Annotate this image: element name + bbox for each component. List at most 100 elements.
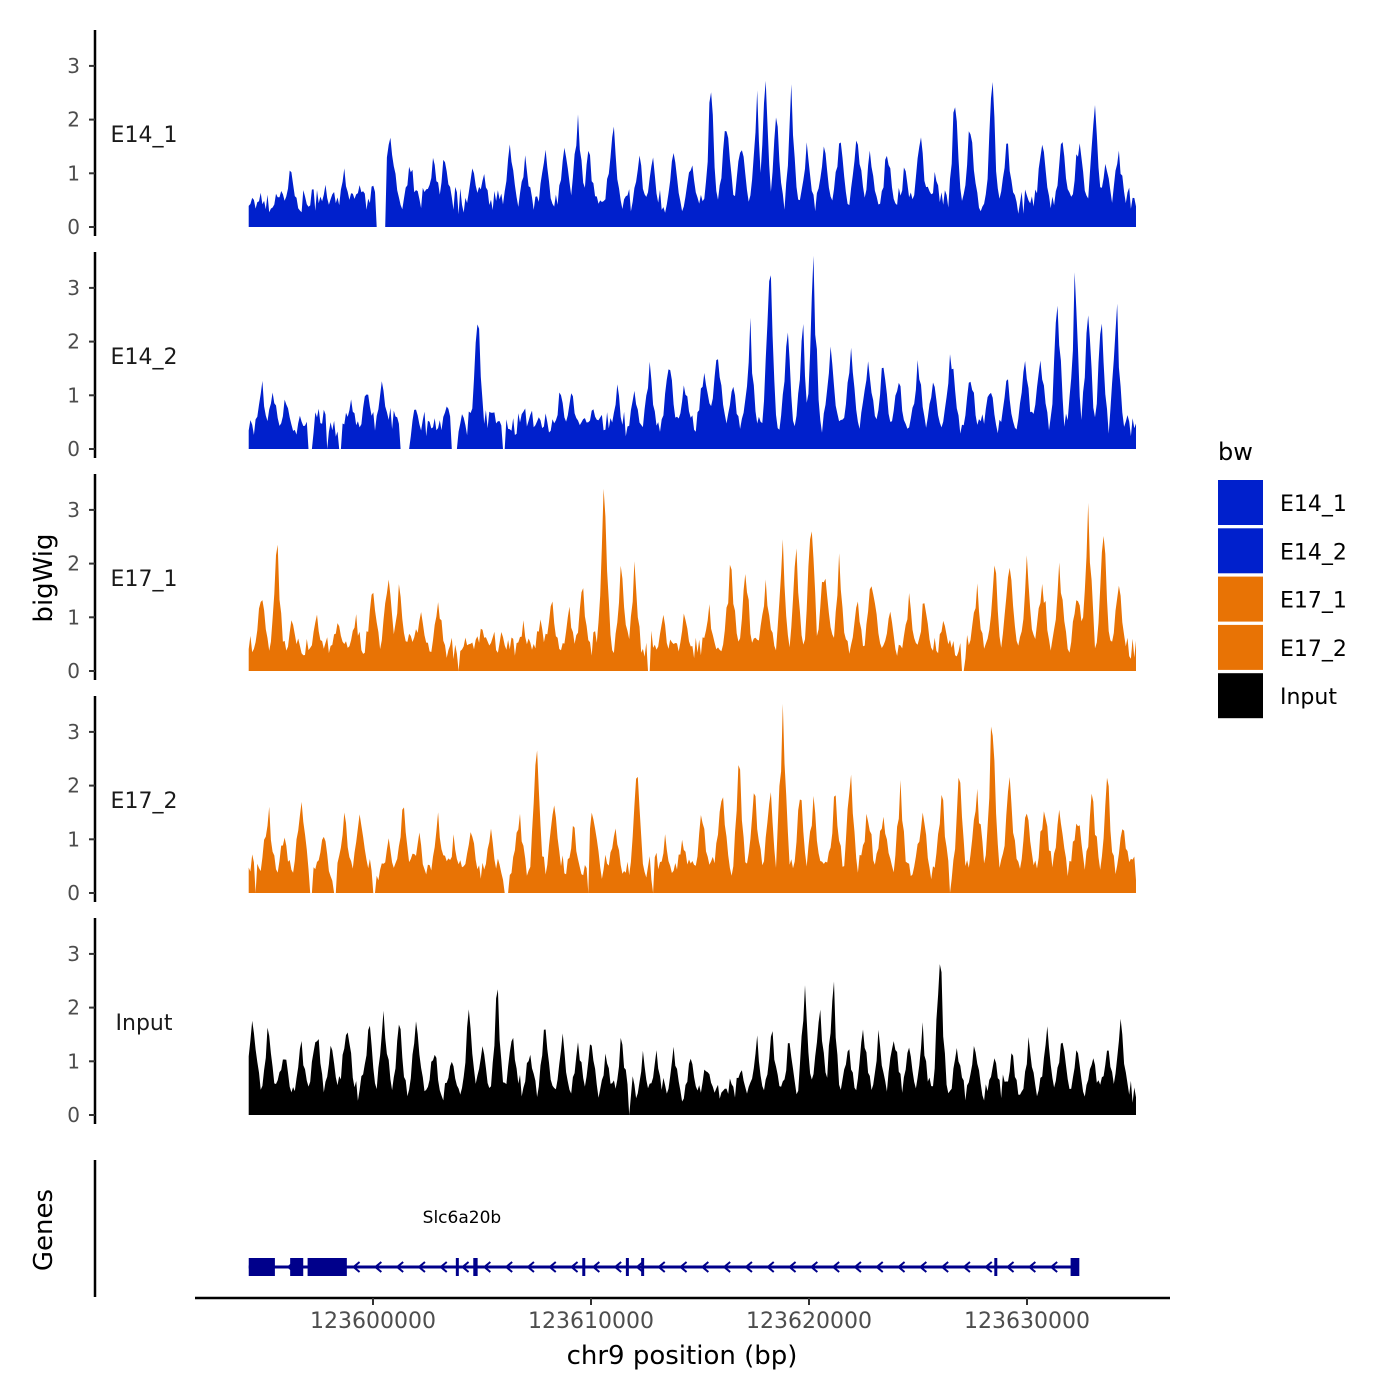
x-axis-title: chr9 position (bp) — [567, 1341, 798, 1371]
y-tick-label: 1 — [67, 1049, 80, 1073]
strand-arrow — [591, 1261, 601, 1273]
strand-arrow — [351, 1261, 361, 1273]
strand-arrow — [1027, 1261, 1037, 1273]
legend-label: E17_1 — [1280, 589, 1347, 614]
track-e14-1: 0 1 2 3 E14_1 — [67, 30, 1136, 239]
x-tick-label: 123630000 — [964, 1309, 1090, 1334]
y-tick-label: 3 — [67, 54, 80, 78]
gene-exon — [1070, 1258, 1080, 1276]
strand-arrow — [700, 1261, 710, 1273]
strand-arrow — [831, 1261, 840, 1273]
gene-exon — [455, 1258, 459, 1276]
strand-arrow — [896, 1261, 906, 1273]
track-label: Input — [116, 1011, 173, 1036]
track-label: E17_1 — [111, 567, 178, 592]
y-tick-label: 3 — [67, 498, 80, 522]
y-tick-label: 3 — [67, 720, 80, 744]
strand-arrow — [482, 1261, 492, 1273]
track-e14-2: 0 1 2 3 E14_2 — [67, 252, 1136, 461]
strand-arrow — [853, 1261, 862, 1273]
gene-exon — [307, 1258, 347, 1276]
y-tick-label: 3 — [67, 942, 80, 966]
gene-exon — [582, 1258, 586, 1276]
x-tick-label: 123620000 — [746, 1309, 872, 1334]
y-tick-label: 0 — [67, 215, 80, 239]
signal-area-input — [248, 964, 1136, 1115]
strand-arrow — [875, 1261, 884, 1273]
tracks-layer: 0 1 2 3 E14_1 0 1 2 3 E14_2 0 1 2 3 E17_1 0 1 2 3 E17_2 0 1 2 3… — [67, 30, 1136, 1127]
gene-exon — [248, 1258, 275, 1276]
legend-label: E17_2 — [1280, 637, 1347, 662]
genes-axis-title: Genes — [29, 1189, 59, 1271]
legend-swatch — [1218, 480, 1263, 525]
gene-exon — [625, 1258, 629, 1276]
strand-arrow — [613, 1261, 622, 1273]
strand-arrow — [373, 1261, 383, 1273]
x-ticks: 123600000 123610000 123620000 123630000 — [310, 1298, 1090, 1334]
y-tick-label: 0 — [67, 1103, 80, 1127]
strand-arrow — [657, 1261, 666, 1273]
legend-label: E14_2 — [1280, 540, 1347, 565]
strand-arrow — [569, 1261, 579, 1273]
legend-label: E14_1 — [1280, 492, 1347, 517]
y-tick-label: 0 — [67, 437, 80, 461]
strand-arrow — [1005, 1261, 1015, 1273]
strand-arrow — [809, 1261, 819, 1273]
y-tick-label: 0 — [67, 659, 80, 683]
strand-arrow — [984, 1261, 993, 1273]
strand-arrow — [940, 1261, 949, 1273]
y-tick-label: 1 — [67, 161, 80, 185]
strand-arrow — [635, 1261, 644, 1273]
legend-swatch — [1218, 576, 1263, 622]
legend-title: bw — [1218, 438, 1253, 466]
strand-arrow — [417, 1261, 426, 1273]
track-label: E14_2 — [111, 345, 178, 370]
strand-arrow — [460, 1261, 470, 1273]
gene-exon — [641, 1258, 645, 1276]
signal-area-e17-2 — [248, 703, 1136, 893]
strand-arrow — [678, 1261, 688, 1273]
gene-exon — [473, 1258, 478, 1276]
legend-swatch — [1218, 624, 1263, 670]
gene-exon — [994, 1258, 998, 1276]
gene-slc6a20b: Slc6a20b — [248, 1208, 1080, 1276]
strand-arrow — [918, 1261, 928, 1273]
strand-arrow — [744, 1261, 753, 1273]
signal-area-e17-1 — [248, 488, 1136, 671]
strand-arrow — [962, 1261, 971, 1273]
signal-area-e14-1 — [248, 80, 1136, 228]
strand-arrow — [439, 1261, 448, 1273]
y-tick-label: 2 — [67, 552, 80, 576]
y-tick-label: 2 — [67, 108, 80, 132]
track-label: E17_2 — [111, 789, 178, 814]
strand-arrow — [526, 1261, 535, 1273]
track-input: 0 1 2 3 Input — [67, 918, 1136, 1127]
track-e17-2: 0 1 2 3 E17_2 — [67, 696, 1136, 905]
y-tick-label: 3 — [67, 276, 80, 300]
strand-arrow — [548, 1261, 557, 1273]
legend-label: Input — [1280, 685, 1337, 710]
strand-arrow — [787, 1261, 797, 1273]
x-tick-label: 123610000 — [528, 1309, 654, 1334]
legend-swatch — [1218, 528, 1263, 574]
legend-swatch — [1218, 673, 1263, 719]
x-tick-label: 123600000 — [310, 1309, 436, 1334]
signal-area-e14-2 — [248, 255, 1136, 449]
strand-arrow — [395, 1261, 404, 1273]
strand-arrow — [722, 1261, 731, 1273]
gene-exon — [290, 1258, 304, 1276]
track-e17-1: 0 1 2 3 E17_1 — [67, 474, 1136, 683]
strand-arrow — [1049, 1261, 1058, 1273]
y-tick-label: 1 — [67, 605, 80, 629]
y-tick-label: 1 — [67, 383, 80, 407]
y-tick-label: 2 — [67, 330, 80, 354]
genes-panel: Genes Slc6a20b — [29, 1160, 1080, 1297]
genes-layer: Slc6a20b — [248, 1208, 1080, 1276]
y-axis-title: bigWig — [29, 533, 59, 622]
strand-arrow — [504, 1261, 513, 1273]
y-tick-label: 2 — [67, 996, 80, 1020]
legend: bw E14_1 E14_2 E17_1 E17_2 Input — [1218, 438, 1347, 719]
y-tick-label: 1 — [67, 827, 80, 851]
track-label: E14_1 — [111, 123, 178, 148]
